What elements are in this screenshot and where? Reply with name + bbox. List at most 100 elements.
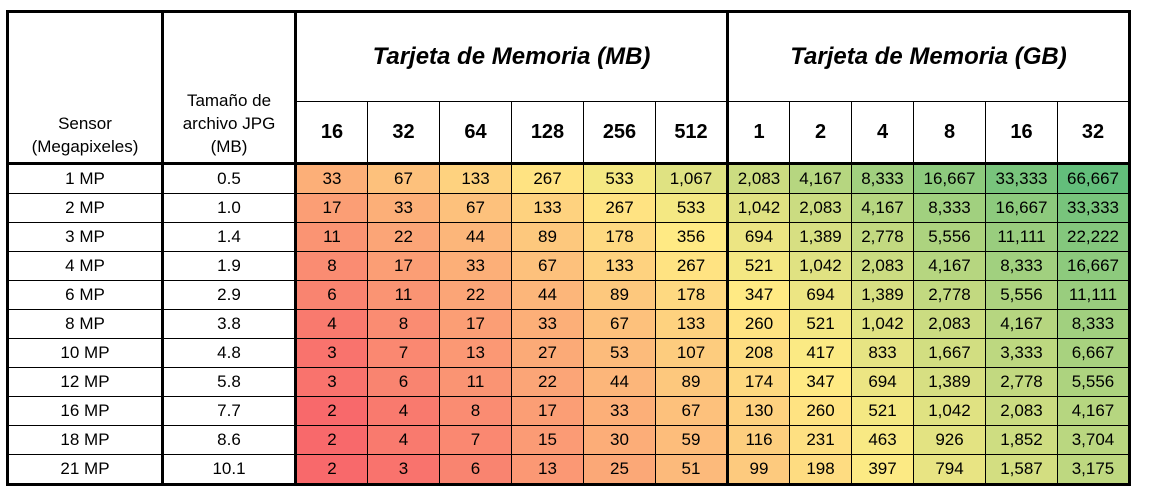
photo-count-cell: 1,667	[913, 338, 986, 368]
photo-count-cell: 7	[367, 338, 440, 368]
photo-count-cell: 231	[789, 425, 852, 455]
mb-size-header: 16	[295, 101, 368, 165]
photo-count-cell: 208	[727, 338, 790, 368]
photo-count-cell: 2	[295, 425, 368, 455]
photo-count-cell: 5,556	[1057, 367, 1130, 397]
photo-count-cell: 1,042	[727, 193, 790, 223]
table-row: 2 MP 1.0 17 33 67 133 267 533 1,042 2,083 4,167 8,3…	[7, 193, 1130, 223]
photo-count-cell: 116	[727, 425, 790, 455]
photo-count-cell: 33	[295, 163, 368, 194]
photo-count-cell: 13	[511, 454, 584, 486]
table-row: 1 MP 0.5 33 67 133 267 533 1,067 2,083 4,167 8,333…	[7, 163, 1130, 194]
photo-count-cell: 67	[583, 309, 656, 339]
photo-count-cell: 2,778	[985, 367, 1058, 397]
photo-count-cell: 17	[439, 309, 512, 339]
photo-count-cell: 133	[439, 163, 512, 194]
photo-count-cell: 794	[913, 454, 986, 486]
photo-count-cell: 178	[583, 222, 656, 252]
photo-count-cell: 5,556	[913, 222, 986, 252]
photo-count-cell: 174	[727, 367, 790, 397]
photo-count-cell: 8,333	[1057, 309, 1130, 339]
photo-count-cell: 16,667	[1057, 251, 1130, 281]
photo-count-cell: 2,083	[913, 309, 986, 339]
sensor-cell: 1 MP	[7, 163, 164, 194]
jpg-size-cell: 1.4	[162, 222, 297, 252]
mb-size-header: 512	[655, 101, 729, 165]
photo-count-cell: 133	[655, 309, 729, 339]
photo-count-cell: 1,852	[985, 425, 1058, 455]
photo-count-cell: 11	[439, 367, 512, 397]
photo-count-cell: 2,778	[913, 280, 986, 310]
photo-count-cell: 11	[367, 280, 440, 310]
photo-count-cell: 44	[511, 280, 584, 310]
photo-count-cell: 533	[583, 163, 656, 194]
photo-count-cell: 3	[295, 367, 368, 397]
photo-count-cell: 8,333	[851, 163, 914, 194]
photo-count-cell: 6	[367, 367, 440, 397]
table-row: 16 MP 7.7 2 4 8 17 33 67 130 260 521 1,042 2,083 4,16…	[7, 396, 1130, 426]
mb-group-header: Tarjeta de Memoria (MB)	[295, 11, 729, 102]
photo-count-cell: 178	[655, 280, 729, 310]
photo-count-cell: 8,333	[985, 251, 1058, 281]
photo-count-cell: 2	[295, 396, 368, 426]
photo-count-cell: 1,389	[789, 222, 852, 252]
photo-count-cell: 6	[295, 280, 368, 310]
photo-count-cell: 89	[511, 222, 584, 252]
jpg-size-cell: 1.9	[162, 251, 297, 281]
jpg-size-cell: 0.5	[162, 163, 297, 194]
photo-count-cell: 521	[851, 396, 914, 426]
photo-count-cell: 4	[367, 425, 440, 455]
photo-count-cell: 8	[367, 309, 440, 339]
jpg-size-cell: 2.9	[162, 280, 297, 310]
mb-size-header: 128	[511, 101, 584, 165]
mb-size-header: 256	[583, 101, 656, 165]
photo-count-cell: 347	[789, 367, 852, 397]
jpg-size-cell: 5.8	[162, 367, 297, 397]
jpg-size-cell: 8.6	[162, 425, 297, 455]
photo-count-cell: 260	[789, 396, 852, 426]
photo-count-cell: 59	[655, 425, 729, 455]
photo-count-cell: 30	[583, 425, 656, 455]
jpg-size-cell: 1.0	[162, 193, 297, 223]
photo-count-cell: 260	[727, 309, 790, 339]
photo-count-cell: 2,083	[851, 251, 914, 281]
photo-count-cell: 6	[439, 454, 512, 486]
photo-count-cell: 1,587	[985, 454, 1058, 486]
table-row: 6 MP 2.9 6 11 22 44 89 178 347 694 1,389 2,778 5,556…	[7, 280, 1130, 310]
photo-count-cell: 33,333	[985, 163, 1058, 194]
photo-count-cell: 5,556	[985, 280, 1058, 310]
sensor-cell: 6 MP	[7, 280, 164, 310]
photo-count-cell: 2,083	[985, 396, 1058, 426]
gb-size-header: 4	[851, 101, 914, 165]
photo-count-cell: 67	[367, 163, 440, 194]
jpg-size-cell: 3.8	[162, 309, 297, 339]
photo-count-cell: 347	[727, 280, 790, 310]
photo-count-cell: 8	[439, 396, 512, 426]
photo-count-cell: 3	[295, 338, 368, 368]
photo-count-cell: 6,667	[1057, 338, 1130, 368]
photo-count-cell: 533	[655, 193, 729, 223]
photo-count-cell: 694	[851, 367, 914, 397]
sensor-cell: 3 MP	[7, 222, 164, 252]
photo-count-cell: 17	[511, 396, 584, 426]
photo-count-cell: 33	[367, 193, 440, 223]
photo-count-cell: 99	[727, 454, 790, 486]
jpg-size-cell: 10.1	[162, 454, 297, 486]
photo-count-cell: 926	[913, 425, 986, 455]
table-row: 10 MP 4.8 3 7 13 27 53 107 208 417 833 1,667 3,333 6,…	[7, 338, 1130, 368]
photo-count-cell: 3	[367, 454, 440, 486]
photo-count-cell: 130	[727, 396, 790, 426]
photo-count-cell: 694	[789, 280, 852, 310]
photo-count-cell: 4	[367, 396, 440, 426]
photo-count-cell: 3,175	[1057, 454, 1130, 486]
photo-count-cell: 53	[583, 338, 656, 368]
photo-count-cell: 33	[439, 251, 512, 281]
jpg-size-cell: 4.8	[162, 338, 297, 368]
photo-count-cell: 2,083	[727, 163, 790, 194]
photo-count-cell: 417	[789, 338, 852, 368]
photo-count-cell: 22,222	[1057, 222, 1130, 252]
photo-count-cell: 13	[439, 338, 512, 368]
photo-count-cell: 267	[583, 193, 656, 223]
table-row: 18 MP 8.6 2 4 7 15 30 59 116 231 463 926 1,852 3,704	[7, 425, 1130, 455]
gb-group-header: Tarjeta de Memoria (GB)	[727, 11, 1130, 102]
